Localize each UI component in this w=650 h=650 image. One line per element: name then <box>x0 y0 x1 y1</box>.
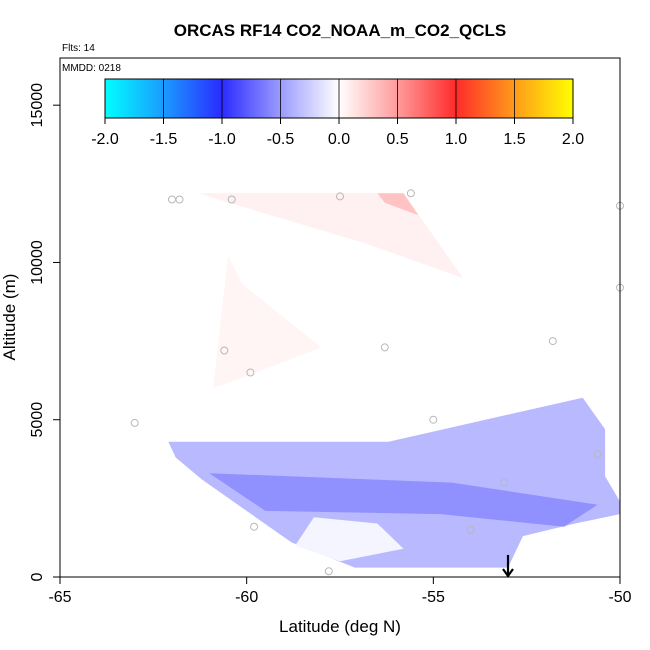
sample-point <box>220 346 229 355</box>
heatmap-region-mid-wedge <box>213 256 322 389</box>
chart-title: ORCAS RF14 CO2_NOAA_m_CO2_QCLS <box>174 21 507 40</box>
sample-point <box>175 195 184 204</box>
y-axis-label: Altitude (m) <box>0 274 19 361</box>
sample-point <box>500 478 509 487</box>
heatmap-region-lower-white-patch <box>295 517 404 562</box>
sample-point <box>380 343 389 352</box>
y-axis: 0 5000 10000 15000 <box>29 83 60 581</box>
y-tick-label: 5000 <box>29 402 46 438</box>
heatmap-region-upper-wedge-edge <box>377 193 419 216</box>
x-axis-label: Latitude (deg N) <box>279 617 401 636</box>
sample-point <box>336 192 344 201</box>
colorbar-tick-label: -2.0 <box>91 131 119 148</box>
x-tick-label: -60 <box>235 589 258 606</box>
x-tick-label: -65 <box>48 589 71 606</box>
sample-point <box>429 415 438 424</box>
sample-point <box>466 525 475 534</box>
colorbar-tick-label: 1.5 <box>503 131 525 148</box>
colorbar-tick-label: 0.5 <box>386 131 408 148</box>
sample-point <box>406 189 415 198</box>
y-tick-label: 15000 <box>29 83 46 128</box>
sample-point <box>246 368 255 377</box>
colorbar-tick-label: 2.0 <box>562 131 584 148</box>
colorbar-tick-label: 1.0 <box>445 131 467 148</box>
arrow-marker <box>502 554 514 578</box>
plot-frame <box>59 57 621 578</box>
date-label: MMDD: 0218 <box>62 63 121 74</box>
x-axis: -65 -60 -55 -50 <box>48 577 632 606</box>
colorbar-tick-label: 0.0 <box>328 131 350 148</box>
sample-point <box>130 418 139 427</box>
colorbar-tick-label: -1.5 <box>150 131 178 148</box>
sample-point <box>593 450 602 459</box>
heatmap-region-lower-core <box>209 473 598 527</box>
sample-point <box>324 567 333 576</box>
sample-point <box>227 195 236 204</box>
y-tick-label: 0 <box>29 572 46 581</box>
arrow-head <box>502 568 514 578</box>
colorbar: -2.0 -1.5 -1.0 -0.5 0.0 0.5 1.0 1.5 2.0 <box>91 78 584 148</box>
sample-point <box>548 337 557 346</box>
heatmap-region-upper-wedge <box>198 193 464 279</box>
flights-label: Flts: 14 <box>62 43 95 54</box>
y-tick-label: 10000 <box>29 240 46 285</box>
sample-point <box>250 522 259 531</box>
x-tick-label: -50 <box>608 589 631 606</box>
plot-area: MMDD: 0218 <box>59 57 624 578</box>
colorbar-ticks: -2.0 -1.5 -1.0 -0.5 0.0 0.5 1.0 1.5 2.0 <box>91 79 584 148</box>
colorbar-tick-label: -1.0 <box>208 131 236 148</box>
x-tick-label: -55 <box>422 589 445 606</box>
heatmap-regions <box>168 193 621 568</box>
colorbar-tick-label: -0.5 <box>267 131 295 148</box>
